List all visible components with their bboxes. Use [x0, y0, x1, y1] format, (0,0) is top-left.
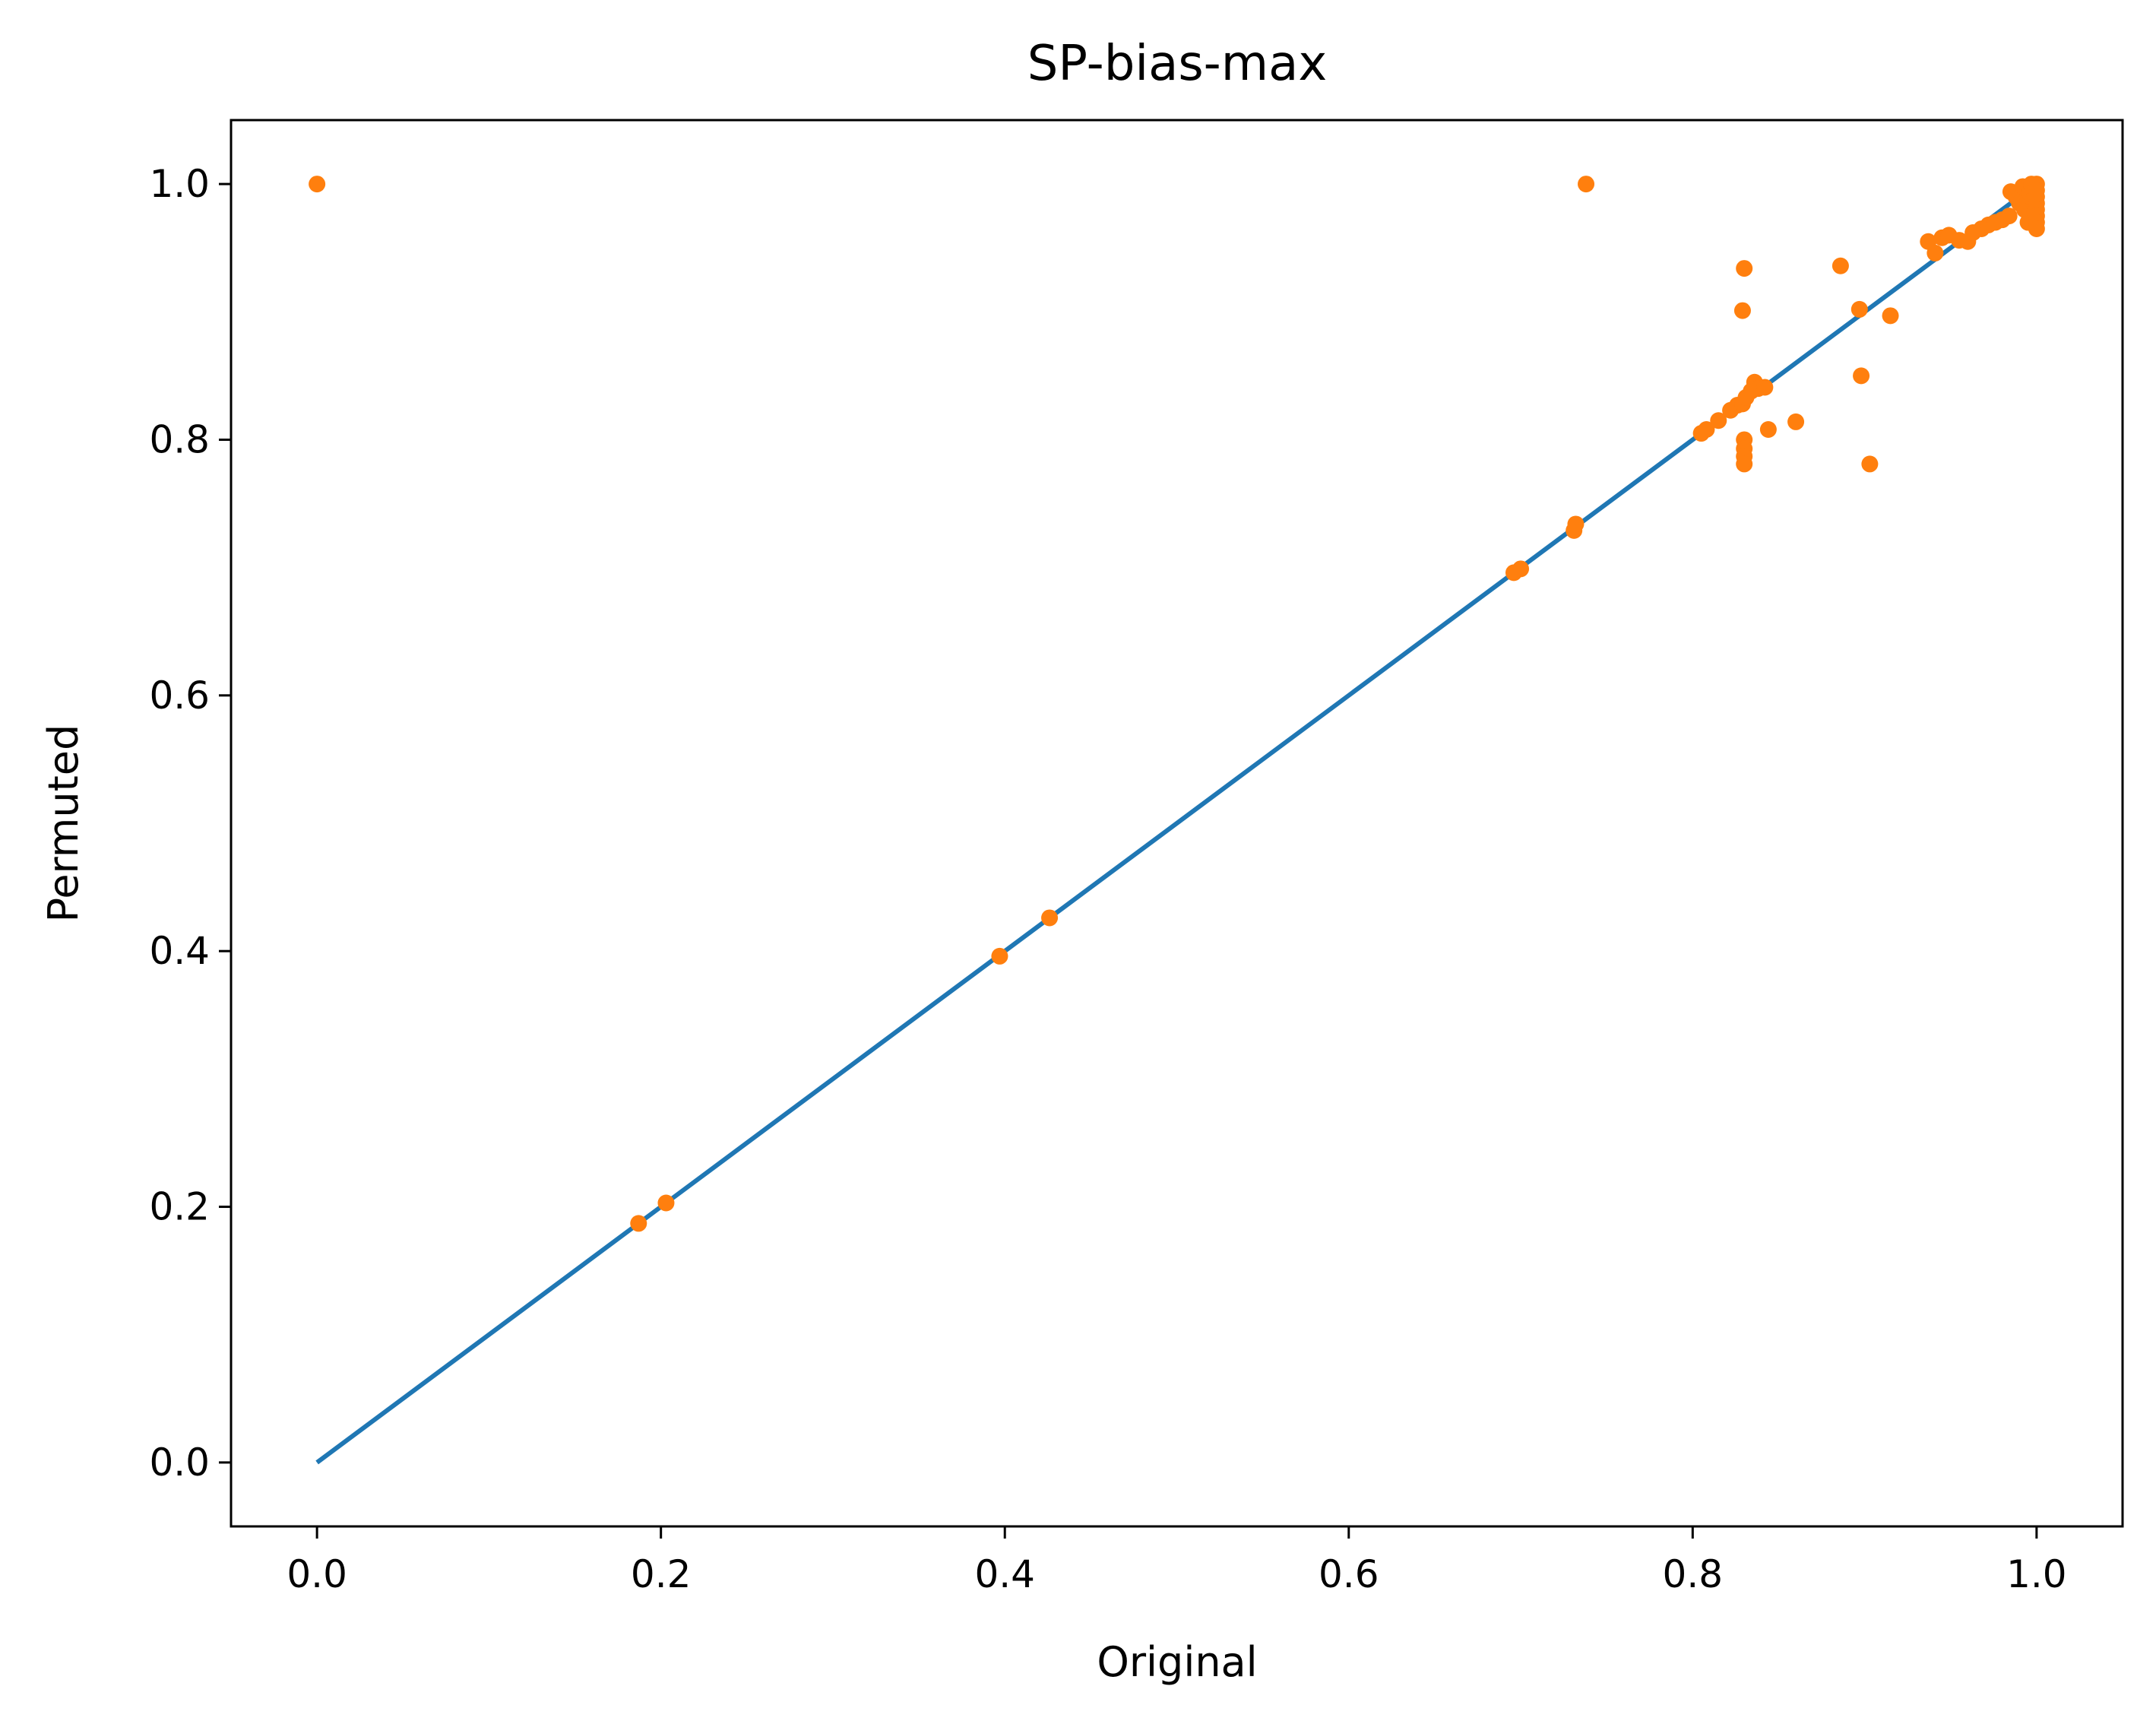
x-tick-label: 0.8	[1663, 1552, 1724, 1596]
scatter-point	[1861, 455, 1879, 473]
plot-frame	[230, 119, 2124, 1528]
y-tick-label: 1.0	[149, 162, 210, 206]
scatter-point	[1698, 421, 1715, 438]
scatter-point	[1759, 421, 1777, 438]
x-tick-label: 0.4	[974, 1552, 1035, 1596]
x-axis-label: Original	[1097, 1638, 1257, 1686]
scatter-point	[1850, 300, 1868, 318]
scatter-point	[309, 176, 326, 193]
scatter-point	[1831, 257, 1849, 274]
x-tick-label: 0.6	[1319, 1552, 1379, 1596]
y-tick-label: 0.2	[149, 1185, 210, 1229]
scatter-point	[2028, 220, 2045, 237]
scatter-point	[1787, 413, 1805, 430]
chart-title: SP-bias-max	[1027, 36, 1327, 92]
y-tick-label: 0.0	[149, 1441, 210, 1485]
scatter-point	[991, 947, 1008, 965]
x-tick-label: 1.0	[2006, 1552, 2067, 1596]
scatter-point	[1736, 455, 1753, 473]
x-axis: 0.0 0.2 0.4 0.6 0.8 1.0	[287, 1526, 2067, 1596]
x-tick-label: 0.0	[287, 1552, 347, 1596]
scatter-point	[1736, 260, 1753, 277]
y-axis-label: Permuted	[40, 724, 87, 923]
scatter-point	[1710, 412, 1727, 429]
scatter-point	[1853, 367, 1870, 385]
scatter-point	[657, 1194, 675, 1212]
scatter-point	[1756, 379, 1774, 396]
scatter-point	[1567, 515, 1585, 533]
scatter-point	[1578, 176, 1595, 193]
scatter-point	[1041, 909, 1059, 927]
x-tick-label: 0.2	[631, 1552, 692, 1596]
y-axis: 0.0 0.2 0.4 0.6 0.8 1.0	[149, 162, 231, 1485]
scatter-point	[630, 1215, 647, 1232]
plot-area	[309, 176, 2045, 1465]
scatter-point	[1733, 302, 1751, 319]
scatter-point	[1882, 307, 1899, 325]
y-tick-label: 0.8	[149, 417, 210, 461]
y-tick-label: 0.6	[149, 674, 210, 718]
scatter-point	[1926, 244, 1944, 261]
y-tick-label: 0.4	[149, 929, 210, 973]
scatter-point	[1512, 560, 1530, 578]
reference-line	[315, 182, 2038, 1465]
scatter-point	[2000, 208, 2018, 225]
